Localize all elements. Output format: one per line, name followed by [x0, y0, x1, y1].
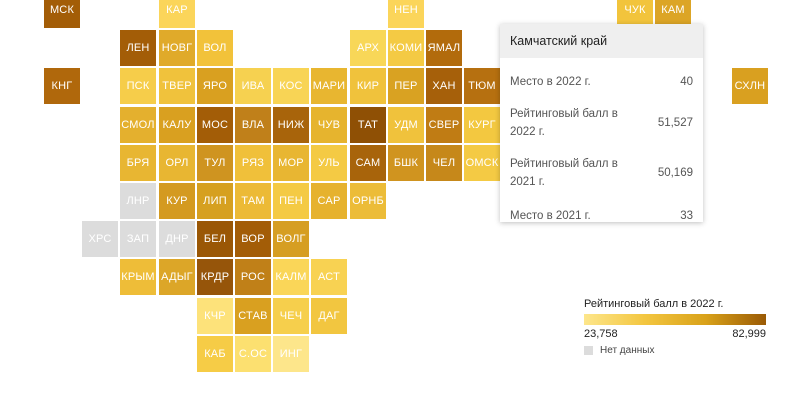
region-tile-хан[interactable]: ХАН [426, 68, 462, 104]
tooltip-label: Рейтинговый балл в 2021 г. [510, 158, 618, 188]
region-tile-чел[interactable]: ЧЕЛ [426, 145, 462, 181]
region-tile-новг[interactable]: НОВГ [159, 30, 195, 66]
tooltip-row-rank-2022: Место в 2022 г. 40 [500, 67, 703, 97]
region-tile-ряз[interactable]: РЯЗ [235, 145, 271, 181]
legend-max: 82,999 [732, 328, 766, 340]
region-tile-ямал[interactable]: ЯМАЛ [426, 30, 462, 66]
region-tile-свер[interactable]: СВЕР [426, 107, 462, 143]
tooltip-label: Рейтинговый балл в 2022 г. [510, 108, 618, 138]
region-tile-инг[interactable]: ИНГ [273, 336, 309, 372]
region-tile-лнр[interactable]: ЛНР [120, 183, 156, 219]
region-tile-крым[interactable]: КРЫМ [120, 259, 156, 295]
region-tile-там[interactable]: ТАМ [235, 183, 271, 219]
color-legend: Рейтинговый балл в 2022 г. 23,758 82,999 [584, 298, 766, 340]
tooltip-row-score-2021: Рейтинговый балл в 2021 г. 50,169 [500, 155, 703, 191]
region-tile-тул[interactable]: ТУЛ [197, 145, 233, 181]
region-tile-уль[interactable]: УЛЬ [311, 145, 347, 181]
region-tile-сар[interactable]: САР [311, 183, 347, 219]
region-tile-каб[interactable]: КАБ [197, 336, 233, 372]
region-tile-ниж[interactable]: НИЖ [273, 107, 309, 143]
region-tile-кург[interactable]: КУРГ [464, 107, 500, 143]
region-tile-омск[interactable]: ОМСК [464, 145, 500, 181]
tooltip-row-score-2022: Рейтинговый балл в 2022 г. 51,527 [500, 105, 703, 141]
region-tile-схлн[interactable]: СХЛН [732, 68, 768, 104]
tooltip-value: 50,169 [657, 167, 693, 179]
region-tile-чук[interactable]: ЧУК [617, 0, 653, 28]
region-tile-кур[interactable]: КУР [159, 183, 195, 219]
region-tile-мор[interactable]: МОР [273, 145, 309, 181]
region-tile-с.ос[interactable]: С.ОС [235, 336, 271, 372]
region-tile-кнг[interactable]: КНГ [44, 68, 80, 104]
region-tile-чув[interactable]: ЧУВ [311, 107, 347, 143]
tooltip-value: 33 [680, 210, 693, 222]
region-tile-бшк[interactable]: БШК [388, 145, 424, 181]
region-tile-кам[interactable]: КАМ [655, 0, 691, 28]
region-tile-кчр[interactable]: КЧР [197, 298, 233, 334]
region-tile-калм[interactable]: КАЛМ [273, 259, 309, 295]
legend-ticks: 23,758 82,999 [584, 328, 766, 340]
region-tile-вор[interactable]: ВОР [235, 221, 271, 257]
region-tile-чеч[interactable]: ЧЕЧ [273, 298, 309, 334]
region-tile-волг[interactable]: ВОЛГ [273, 221, 309, 257]
legend-no-data: Нет данных [584, 345, 654, 356]
region-tile-хрс[interactable]: ХРС [82, 221, 118, 257]
region-tile-крдр[interactable]: КРДР [197, 259, 233, 295]
tooltip-value: 51,527 [657, 117, 693, 129]
region-tile-зап[interactable]: ЗАП [120, 221, 156, 257]
region-tile-мари[interactable]: МАРИ [311, 68, 347, 104]
region-tile-даг[interactable]: ДАГ [311, 298, 347, 334]
region-tile-вол[interactable]: ВОЛ [197, 30, 233, 66]
region-tile-пен[interactable]: ПЕН [273, 183, 309, 219]
region-tile-рос[interactable]: РОС [235, 259, 271, 295]
region-tile-днр[interactable]: ДНР [159, 221, 195, 257]
region-tile-пер[interactable]: ПЕР [388, 68, 424, 104]
region-tile-лип[interactable]: ЛИП [197, 183, 233, 219]
region-tile-твер[interactable]: ТВЕР [159, 68, 195, 104]
region-tile-бел[interactable]: БЕЛ [197, 221, 233, 257]
region-tile-смол[interactable]: СМОЛ [120, 107, 156, 143]
region-tooltip: Камчатский край Место в 2022 г. 40 Рейти… [500, 24, 703, 222]
region-tile-кар[interactable]: КАР [159, 0, 195, 28]
region-tile-мос[interactable]: МОС [197, 107, 233, 143]
region-tile-став[interactable]: СТАВ [235, 298, 271, 334]
tooltip-title: Камчатский край [500, 24, 703, 58]
no-data-label: Нет данных [600, 345, 655, 356]
region-tile-нен[interactable]: НЕН [388, 0, 424, 28]
region-tile-ива[interactable]: ИВА [235, 68, 271, 104]
region-tile-арх[interactable]: АРХ [350, 30, 386, 66]
region-tile-мск[interactable]: МСК [44, 0, 80, 28]
tooltip-value: 40 [680, 76, 693, 88]
region-tile-кир[interactable]: КИР [350, 68, 386, 104]
region-tile-аст[interactable]: АСТ [311, 259, 347, 295]
region-tile-кос[interactable]: КОС [273, 68, 309, 104]
region-tile-яро[interactable]: ЯРО [197, 68, 233, 104]
region-tile-калу[interactable]: КАЛУ [159, 107, 195, 143]
region-tile-удм[interactable]: УДМ [388, 107, 424, 143]
legend-gradient-bar [584, 314, 766, 325]
region-tile-коми[interactable]: КОМИ [388, 30, 424, 66]
tooltip-label: Место в 2022 г. [510, 76, 591, 88]
region-tile-лен[interactable]: ЛЕН [120, 30, 156, 66]
tooltip-label: Место в 2021 г. [510, 210, 591, 222]
tooltip-row-rank-2021: Место в 2021 г. 33 [500, 203, 703, 229]
legend-min: 23,758 [584, 328, 618, 340]
region-tile-адыг[interactable]: АДЫГ [159, 259, 195, 295]
region-tile-пск[interactable]: ПСК [120, 68, 156, 104]
legend-title: Рейтинговый балл в 2022 г. [584, 298, 724, 310]
region-tile-орл[interactable]: ОРЛ [159, 145, 195, 181]
region-tile-вла[interactable]: ВЛА [235, 107, 271, 143]
region-tile-орнб[interactable]: ОРНБ [350, 183, 386, 219]
no-data-swatch [584, 346, 593, 355]
region-tile-сам[interactable]: САМ [350, 145, 386, 181]
region-tile-бря[interactable]: БРЯ [120, 145, 156, 181]
region-tile-тюм[interactable]: ТЮМ [464, 68, 500, 104]
region-tile-тат[interactable]: ТАТ [350, 107, 386, 143]
